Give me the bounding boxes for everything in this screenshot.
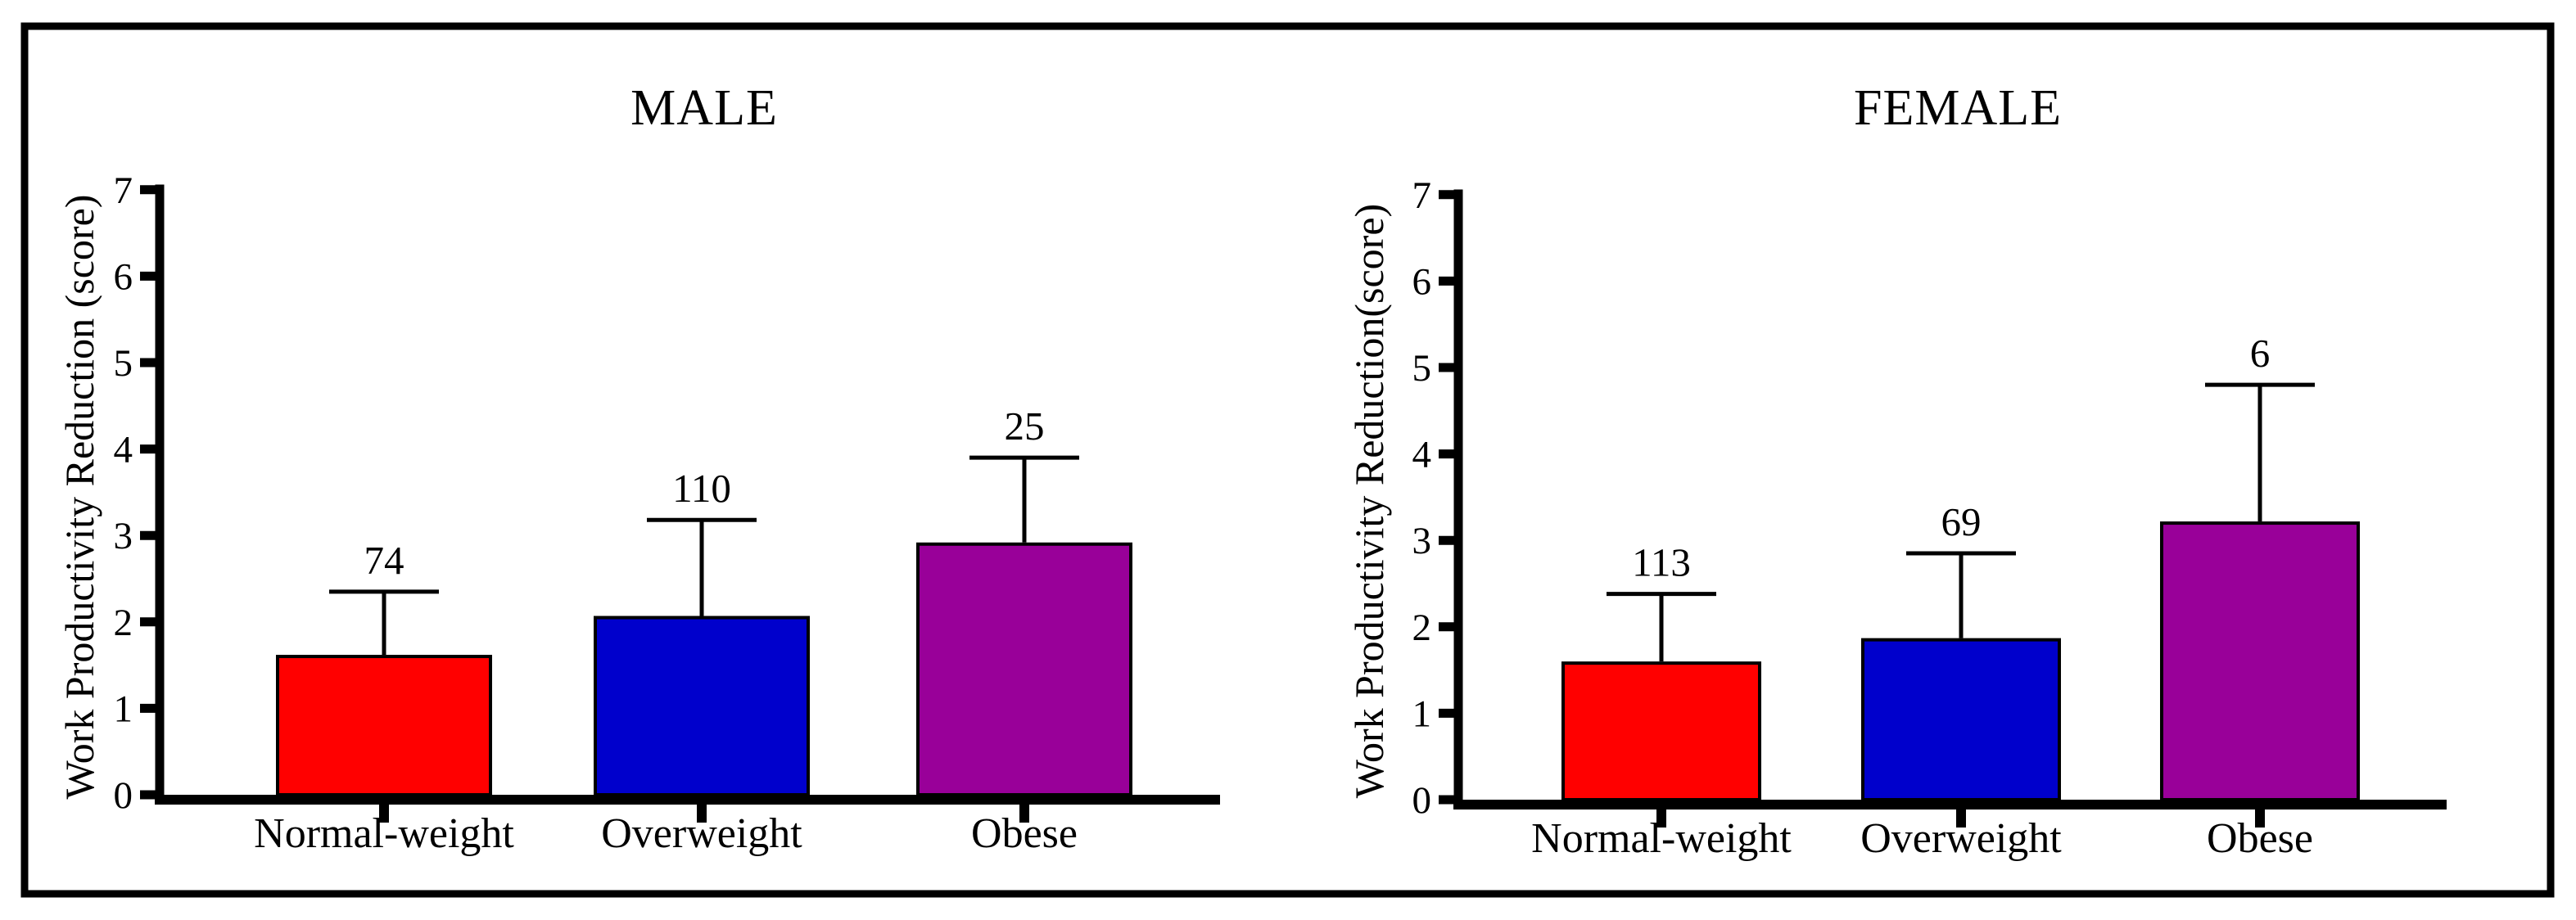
y-tick-label: 0 — [114, 774, 133, 817]
bar-count-label: 74 — [364, 538, 404, 583]
bar-count-label: 110 — [672, 466, 731, 511]
category-label: Normal-weight — [254, 810, 514, 857]
y-tick-label: 3 — [114, 515, 133, 557]
female-chart-plot: 0 1 2 3 4 5 6 7 113 Normal-weight 69 Overweight 6 Obe… — [1412, 174, 2447, 862]
bar-normal-weight — [1561, 661, 1761, 801]
y-tick-label: 5 — [1412, 347, 1432, 390]
bar-count-label: 69 — [1941, 499, 1982, 544]
female-chart-title: FEMALE — [1854, 80, 2062, 136]
bar-count-label: 113 — [1632, 540, 1691, 585]
category-label: Overweight — [601, 810, 802, 857]
male-chart-plot: 0 1 2 3 4 5 6 7 74 Normal-weight 110 Overweight 25 Ob… — [114, 169, 1220, 857]
bar-count-label: 25 — [1005, 404, 1045, 449]
bar-count-label: 6 — [2250, 331, 2271, 376]
y-tick-label: 4 — [114, 429, 133, 471]
bar-obese — [916, 542, 1132, 796]
bar-overweight — [1861, 638, 2061, 802]
category-label: Normal-weight — [1531, 815, 1792, 862]
bar-overweight — [594, 616, 810, 797]
category-label: Overweight — [1860, 815, 2062, 862]
y-tick-label: 6 — [1412, 260, 1432, 303]
figure-border — [20, 22, 2555, 898]
category-label: Obese — [971, 810, 1078, 857]
bar-obese — [2160, 521, 2360, 802]
y-tick-label: 2 — [1412, 607, 1432, 649]
male-y-axis-label: Work Productivity Reduction (score) — [56, 195, 102, 800]
y-tick-label: 6 — [114, 255, 133, 298]
y-tick-label: 1 — [114, 688, 133, 730]
y-tick-label: 3 — [1412, 520, 1432, 562]
y-tick-label: 7 — [114, 169, 133, 212]
bar-normal-weight — [276, 655, 492, 796]
y-tick-label: 1 — [1412, 692, 1432, 735]
y-tick-label: 0 — [1412, 779, 1432, 822]
category-label: Obese — [2207, 815, 2313, 862]
y-tick-label: 4 — [1412, 434, 1432, 476]
y-tick-label: 7 — [1412, 174, 1432, 217]
y-tick-label: 5 — [114, 342, 133, 385]
y-tick-label: 2 — [114, 602, 133, 644]
female-y-axis-label: Work Productivity Reduction(score) — [1346, 204, 1392, 798]
male-chart-title: MALE — [630, 80, 778, 136]
